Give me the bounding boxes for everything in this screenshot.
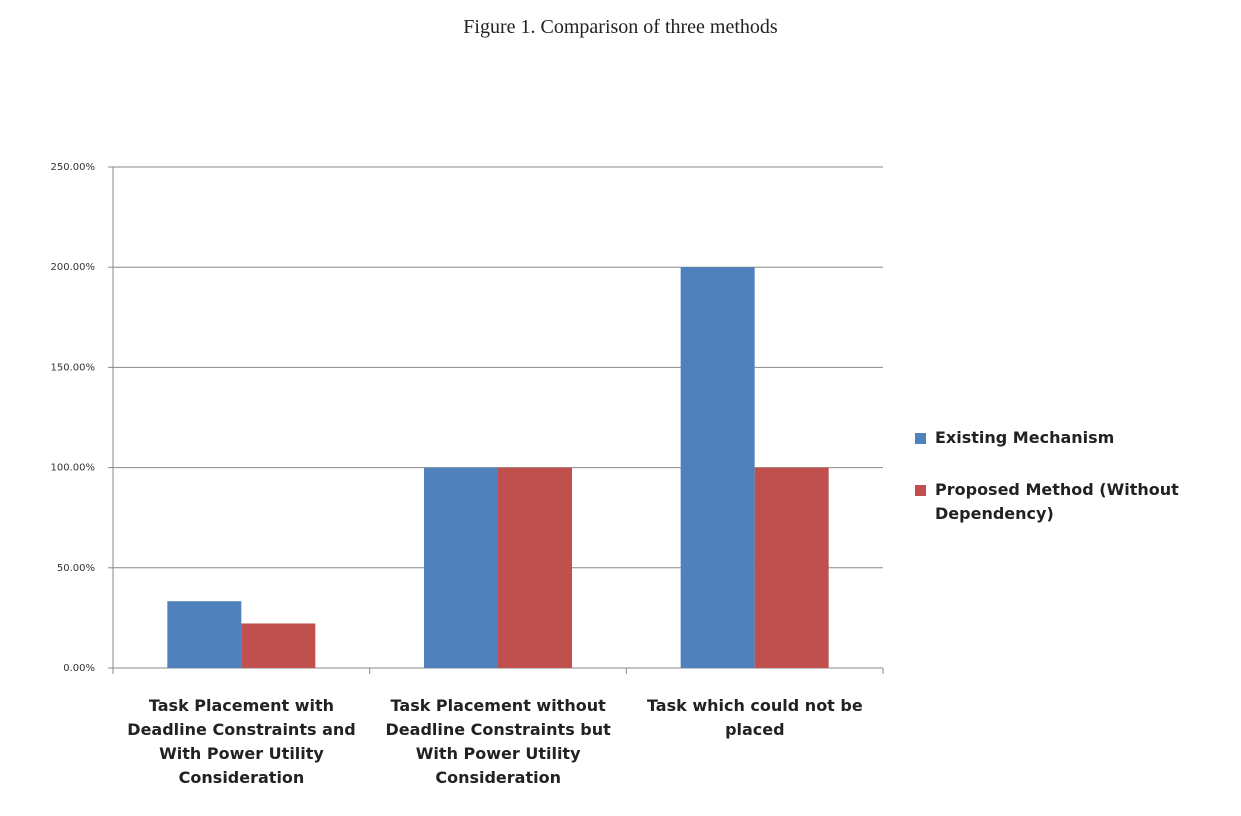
bar bbox=[680, 267, 755, 668]
y-tick-label: 250.00% bbox=[51, 162, 96, 173]
bar bbox=[498, 467, 572, 668]
bar bbox=[754, 467, 829, 668]
legend-label: Proposed Method (Without Dependency) bbox=[935, 480, 1179, 523]
legend-swatch bbox=[915, 433, 926, 444]
y-tick-label: 150.00% bbox=[51, 362, 96, 373]
bar bbox=[241, 623, 316, 668]
chart-title: Figure 1. Comparison of three methods bbox=[463, 16, 778, 38]
legend-label: Existing Mechanism bbox=[935, 428, 1115, 447]
y-tick-label: 0.00% bbox=[63, 663, 95, 674]
x-tick-label: Task Placement without Deadline Constrai… bbox=[385, 696, 611, 787]
bar bbox=[424, 467, 498, 668]
x-tick-label: Task which could not be placed bbox=[646, 696, 863, 739]
bar bbox=[167, 601, 242, 668]
y-tick-label: 50.00% bbox=[57, 563, 95, 574]
y-tick-label: 100.00% bbox=[51, 463, 96, 474]
x-tick-label: Task Placement with Deadline Constraints… bbox=[127, 696, 356, 787]
legend-swatch bbox=[915, 485, 926, 496]
y-tick-label: 200.00% bbox=[51, 262, 96, 273]
